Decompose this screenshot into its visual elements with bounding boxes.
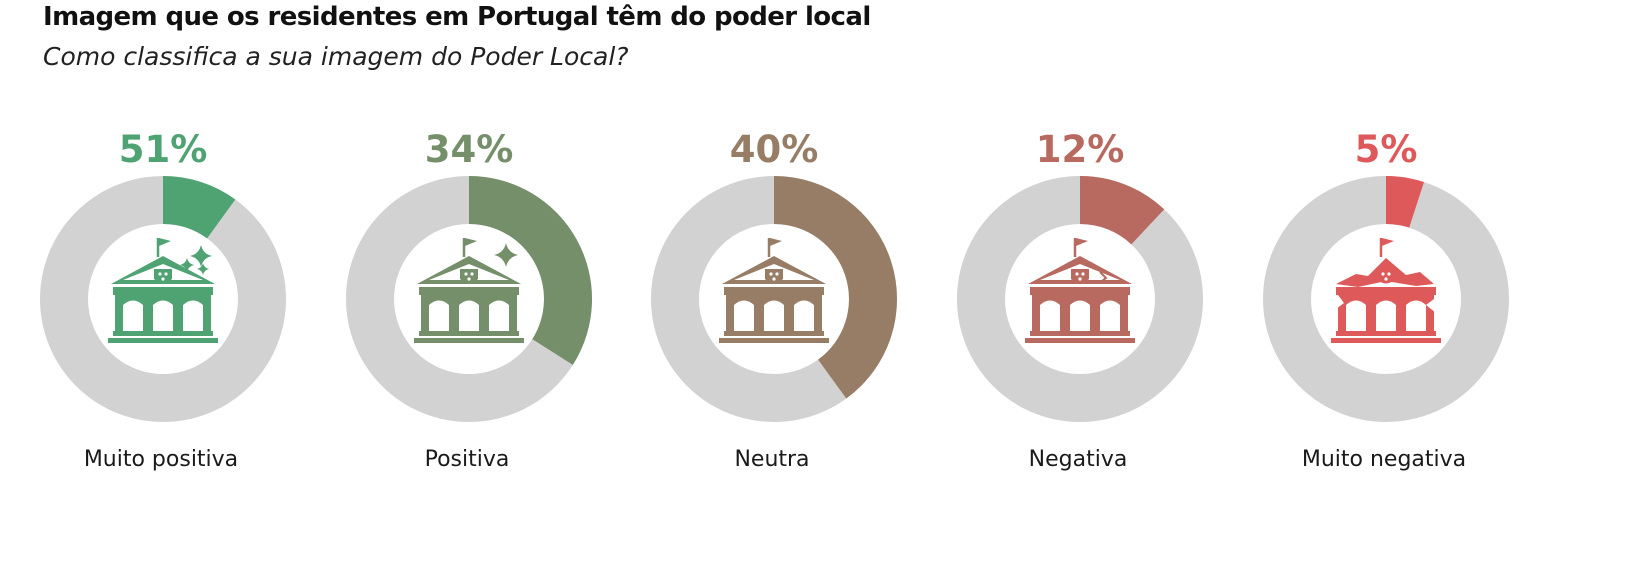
donut-2: 34% Positiva (346, 128, 593, 472)
town-hall-ruined-icon (1331, 238, 1441, 343)
donut-value-label: 40% (730, 128, 819, 171)
sparkle-icon (197, 263, 209, 275)
donut-value-label: 5% (1355, 128, 1418, 171)
donut-arc (469, 176, 593, 365)
donut-value-label: 51% (119, 128, 208, 171)
donut-category-label: Positiva (425, 447, 510, 472)
donut-arc (774, 176, 897, 399)
donut-value-label: 34% (425, 128, 514, 171)
sparkle-icon (180, 258, 194, 272)
sparkle-icon (190, 245, 212, 267)
donut-arc (1386, 176, 1425, 228)
donut-arc (1080, 176, 1165, 245)
donut-value-label: 12% (1036, 128, 1125, 171)
town-hall-cracked-icon (1025, 238, 1135, 343)
donut-5: 5% Muito negativa (1263, 128, 1509, 472)
town-hall-icon (719, 238, 829, 343)
sparkle-icon (494, 243, 518, 267)
donut-3: 40% Neutra (651, 128, 897, 472)
donut-category-label: Muito negativa (1302, 447, 1466, 472)
town-hall-sparkle-icon (108, 238, 218, 343)
donut-4: 12% Negativa (957, 128, 1203, 472)
chart-header: Imagem que os residentes em Portugal têm… (43, 0, 871, 74)
donut-1: 51% Muito positiva (40, 128, 286, 472)
donut-arc (163, 176, 236, 239)
chart-title: Imagem que os residentes em Portugal têm… (43, 2, 871, 32)
donut-category-label: Muito positiva (84, 447, 238, 472)
donut-category-label: Negativa (1029, 447, 1128, 472)
donut-category-label: Neutra (734, 447, 809, 472)
town-hall-sparkle-icon (414, 238, 524, 343)
chart-subtitle: Como classifica a sua imagem do Poder Lo… (43, 42, 629, 71)
